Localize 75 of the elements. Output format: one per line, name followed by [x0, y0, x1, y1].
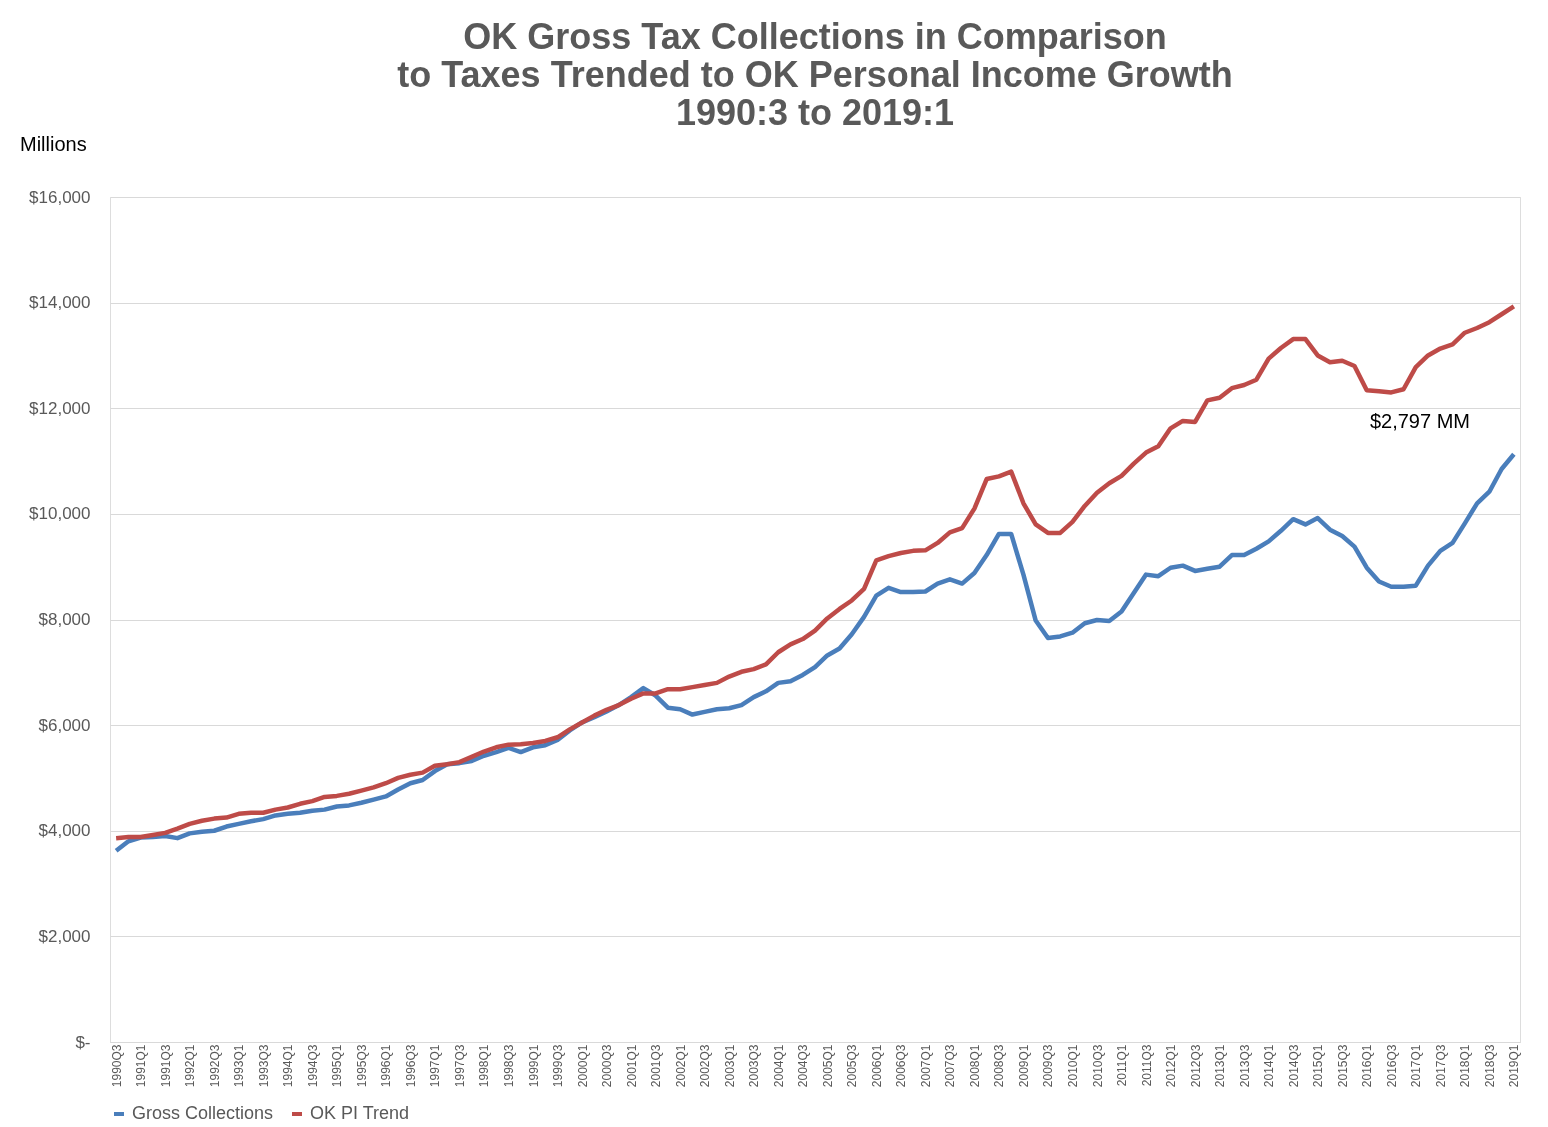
- x-tick-label: 2001Q1: [624, 1044, 639, 1088]
- x-tick-label: 1995Q3: [354, 1044, 369, 1088]
- x-tick-label: 2017Q1: [1409, 1044, 1424, 1088]
- x-tick-label: 2004Q1: [771, 1044, 786, 1088]
- x-tick-label: 2016Q3: [1384, 1044, 1399, 1088]
- y-tick-label: $10,000: [29, 504, 91, 524]
- x-tick-label: 1999Q3: [551, 1044, 566, 1088]
- x-tick-label: 2018Q3: [1482, 1044, 1497, 1088]
- x-tick-label: 1993Q3: [256, 1044, 271, 1088]
- x-tick-label: 2006Q1: [869, 1044, 884, 1088]
- x-tick-label: 2003Q1: [722, 1044, 737, 1088]
- x-tick-label: 1994Q3: [305, 1044, 320, 1088]
- y-tick-label: $16,000: [29, 187, 91, 207]
- x-tick-label: 2007Q1: [918, 1044, 933, 1088]
- x-tick-label: 2005Q3: [845, 1044, 860, 1088]
- x-tick-label: 1997Q3: [452, 1044, 467, 1088]
- x-tick-label: 2011Q3: [1139, 1044, 1154, 1087]
- x-tick-label: 2002Q3: [698, 1044, 713, 1088]
- x-tick-label: 2008Q3: [992, 1044, 1007, 1088]
- y-tick-label: $8,000: [38, 610, 91, 629]
- x-tick-label: 2010Q1: [1065, 1044, 1080, 1088]
- x-tick-label: 2014Q1: [1262, 1044, 1277, 1088]
- x-tick-label: 2016Q1: [1360, 1044, 1375, 1088]
- text: 1990:3 to 2019:1: [675, 92, 955, 133]
- text: OK Gross Tax Collections in Comparison: [463, 16, 1167, 57]
- x-tick-label: 1992Q3: [207, 1044, 222, 1088]
- x-tick-label: 1992Q1: [183, 1044, 198, 1088]
- x-tick-label: 2015Q3: [1335, 1044, 1350, 1088]
- x-tick-label: 2005Q1: [820, 1044, 835, 1088]
- x-tick-label: 2014Q3: [1286, 1044, 1301, 1088]
- x-tick-label: 2006Q3: [894, 1044, 909, 1088]
- y-axis-title: Millions: [20, 133, 87, 155]
- x-tick-label: 2010Q3: [1090, 1044, 1105, 1088]
- x-tick-label: 2011Q1: [1115, 1044, 1130, 1087]
- x-tick-label: 2015Q1: [1311, 1044, 1326, 1088]
- legend-label: Gross Collections: [132, 1103, 274, 1123]
- x-tick-label: 1991Q3: [158, 1044, 173, 1088]
- annotation: $2,797 MM: [1369, 410, 1470, 432]
- x-tick-label: 1994Q1: [281, 1044, 296, 1088]
- x-tick-label: 2007Q3: [943, 1044, 958, 1088]
- x-tick-label: 2012Q3: [1188, 1044, 1203, 1088]
- y-tick-label: $2,000: [38, 926, 91, 946]
- x-tick-label: 2018Q1: [1458, 1044, 1473, 1088]
- x-tick-label: 2004Q3: [796, 1044, 811, 1088]
- x-tick-label: 1993Q1: [232, 1044, 247, 1088]
- x-tick-label: 1997Q1: [428, 1044, 443, 1088]
- y-tick-label: $14,000: [29, 293, 91, 313]
- x-tick-label: 2008Q1: [967, 1044, 982, 1088]
- x-tick-label: 2019Q1: [1507, 1044, 1522, 1088]
- x-tick-label: 1999Q1: [526, 1044, 541, 1088]
- line-series: [113, 304, 1517, 841]
- x-tick-label: 2003Q3: [747, 1044, 762, 1088]
- x-tick-label: 2001Q3: [649, 1044, 664, 1088]
- x-tick-label: 1996Q3: [403, 1044, 418, 1088]
- y-tick-label: $4,000: [38, 821, 91, 841]
- x-tick-label: 1990Q3: [109, 1044, 124, 1088]
- x-tick-label: 2013Q1: [1213, 1044, 1228, 1088]
- x-tick-label: 2013Q3: [1237, 1044, 1252, 1088]
- legend-label: OK PI Trend: [310, 1103, 410, 1123]
- y-tick-label: $6,000: [38, 715, 91, 735]
- x-tick-label: 1998Q1: [477, 1044, 492, 1088]
- x-tick-label: 1995Q1: [330, 1044, 345, 1088]
- y-tick-label: $12,000: [29, 398, 91, 418]
- x-tick-label: 2002Q1: [673, 1044, 688, 1088]
- x-tick-label: 2012Q1: [1164, 1044, 1179, 1088]
- x-tick-label: 1998Q3: [501, 1044, 516, 1088]
- x-tick-label: 1996Q1: [379, 1044, 394, 1088]
- x-tick-label: 2017Q3: [1433, 1044, 1448, 1088]
- x-tick-label: 2000Q3: [600, 1044, 615, 1088]
- x-tick-label: 1991Q1: [134, 1044, 149, 1088]
- x-tick-label: 2009Q1: [1016, 1044, 1031, 1088]
- x-tick-label: 2000Q1: [575, 1044, 590, 1088]
- y-tick-label: $-: [75, 1032, 91, 1052]
- x-tick-label: 2009Q3: [1041, 1044, 1056, 1088]
- line-series: [113, 451, 1517, 854]
